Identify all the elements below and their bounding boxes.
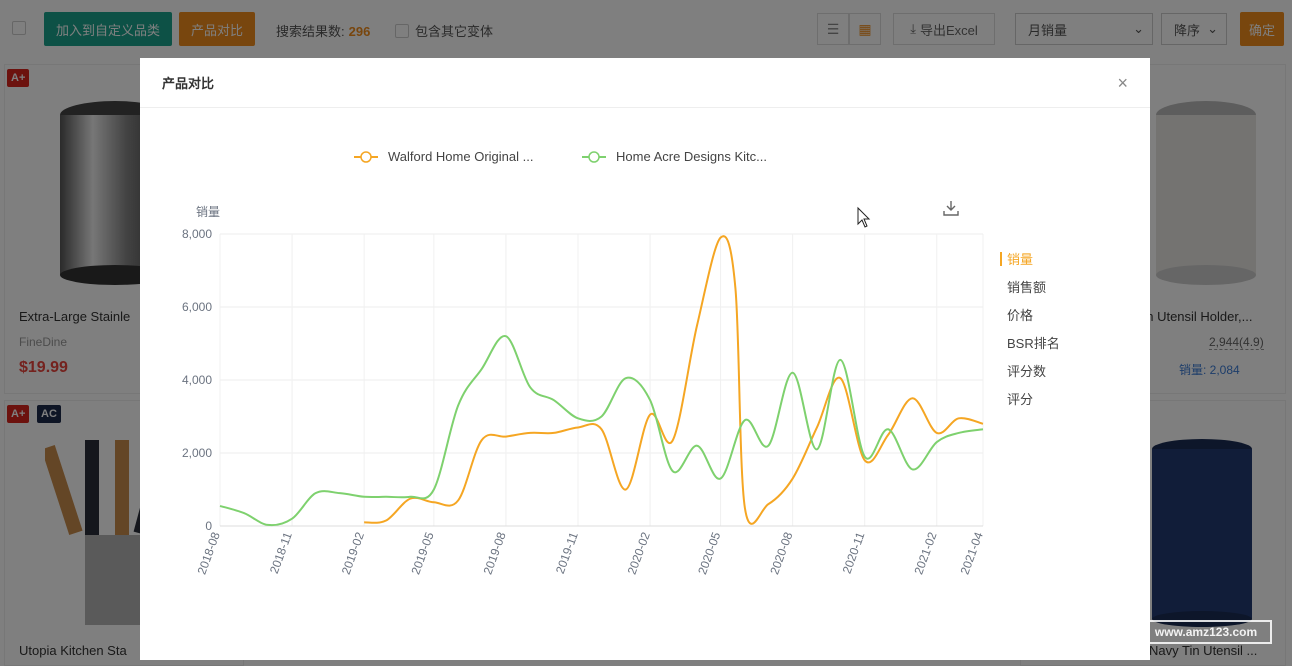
series-line-1[interactable] [364,235,984,525]
legend-marker[interactable] [588,151,600,163]
x-tick-label: 2020-08 [767,530,795,576]
y-tick-label: 2,000 [182,446,212,460]
y-tick-label: 8,000 [182,227,212,241]
x-tick-label: 2018-11 [267,530,295,576]
x-tick-label: 2018-08 [195,530,223,576]
download-icon[interactable] [943,201,959,216]
active-metric-indicator [1000,252,1002,266]
modal-header: 产品对比 × [140,58,1150,108]
x-tick-label: 2021-02 [911,530,939,576]
y-tick-label: 6,000 [182,300,212,314]
x-tick-label: 2019-08 [481,530,509,576]
x-tick-label: 2020-11 [840,530,868,576]
mouse-cursor-icon [857,206,871,228]
modal-title: 产品对比 [162,76,215,91]
metric-option[interactable]: 评分数 [1007,364,1046,379]
x-tick-label: 2019-05 [408,530,436,576]
close-icon[interactable]: × [1117,72,1128,93]
watermark: www.amz123.com [1140,620,1272,644]
x-tick-label: 2020-02 [625,530,653,576]
x-tick-label: 2020-05 [695,530,723,576]
legend-label[interactable]: Walford Home Original ... [388,149,533,164]
y-axis-label: 销量 [196,205,220,219]
metric-option[interactable]: 销量 [1007,252,1033,267]
sales-chart: 0 2,000 4,000 6,000 8,000 2018-08 2018-11 2019-… [182,149,1060,576]
y-tick-label: 0 [205,519,212,533]
compare-modal: 产品对比 × 0 2,000 4,000 6,000 8,000 2018-08 2018-… [140,58,1150,660]
series-line-2[interactable] [219,335,984,527]
metric-option[interactable]: 评分 [1007,392,1033,407]
metric-option[interactable]: BSR排名 [1007,336,1060,351]
y-tick-label: 4,000 [182,373,212,387]
metric-option[interactable]: 销售额 [1007,280,1046,295]
metric-option[interactable]: 价格 [1007,308,1033,323]
x-tick-label: 2019-11 [553,530,581,576]
x-tick-label: 2021-04 [958,530,986,576]
legend-label[interactable]: Home Acre Designs Kitc... [616,149,767,164]
legend-marker[interactable] [360,151,372,163]
x-tick-label: 2019-02 [339,530,367,576]
